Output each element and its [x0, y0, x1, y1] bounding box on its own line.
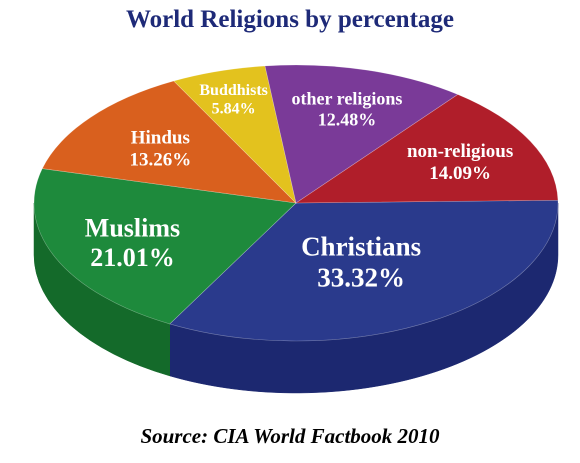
slice-value-hindus: 13.26%	[129, 150, 191, 171]
slice-value-other-religions: 12.48%	[318, 109, 377, 129]
pie-slice-hindus	[41, 80, 297, 204]
pie-slice-non-religious	[294, 94, 559, 204]
chart-source: Source: CIA World Factbook 2010	[140, 424, 440, 448]
slice-value-buddhists: 5.84%	[212, 101, 256, 118]
pie-slice-other-religions	[264, 64, 459, 204]
chart-title: World Religions by percentage	[125, 6, 454, 33]
slice-label-other-religions: other religions	[292, 89, 403, 109]
slice-label-buddhists: Buddhists	[199, 82, 268, 99]
slice-label-christians: Christians	[301, 232, 421, 262]
pie-slice-muslims	[33, 168, 297, 325]
slice-label-hindus: Hindus	[131, 128, 190, 149]
slice-label-muslims: Muslims	[85, 213, 180, 242]
slice-value-muslims: 21.01%	[90, 243, 175, 272]
pie-slice-christians	[169, 199, 559, 342]
slice-value-non-religious: 14.09%	[429, 163, 491, 184]
slice-label-non-religious: non-religious	[407, 141, 513, 162]
pie-slice-buddhists	[173, 65, 297, 204]
slice-value-christians: 33.32%	[317, 263, 405, 293]
